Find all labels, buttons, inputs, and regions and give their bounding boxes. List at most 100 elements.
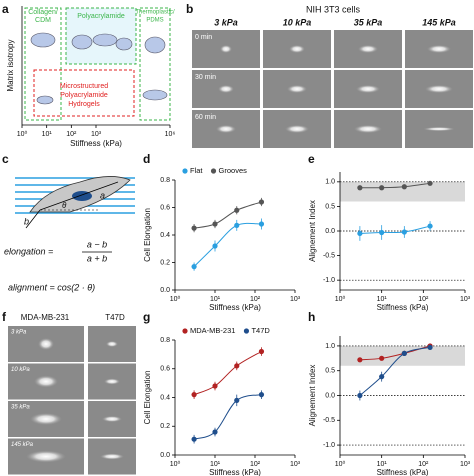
- region-collagen: [24, 7, 62, 121]
- point: [234, 397, 240, 403]
- cell: [354, 125, 382, 133]
- point: [357, 230, 363, 237]
- y-tick-label: 1.0: [325, 179, 335, 186]
- point: [212, 221, 218, 227]
- row-label: 3 kPa: [11, 330, 27, 336]
- y-tick-label: 0.2: [160, 259, 170, 266]
- equation-den: a + b: [87, 253, 107, 263]
- x-tick-label: 10²: [418, 461, 429, 468]
- y-tick-label: 0.5: [325, 203, 335, 210]
- x-tick-label: 10³: [460, 461, 471, 468]
- point: [191, 264, 197, 270]
- region-microstructured: [33, 69, 135, 117]
- region-label: Polyacrylamide: [77, 13, 125, 20]
- row-label: 145 kPa: [11, 442, 34, 448]
- y-tick-label: 0.2: [160, 423, 170, 430]
- legend-label: MDA-MB-231: [190, 326, 235, 335]
- panel-label: a: [2, 2, 9, 16]
- x-tick-label: 10²: [250, 296, 261, 303]
- point: [258, 392, 265, 398]
- panel-label: h: [308, 310, 315, 324]
- point: [401, 184, 407, 190]
- series-line: [193, 351, 262, 396]
- cell: [216, 125, 236, 133]
- x-axis-label: Stiffness (kPa): [209, 468, 261, 476]
- cell: [220, 45, 232, 53]
- x-axis-label: Stiffness (kPa): [377, 468, 429, 476]
- point: [427, 344, 433, 351]
- legend-marker: [243, 328, 250, 334]
- point: [427, 180, 433, 186]
- point: [212, 243, 218, 249]
- cell: [285, 125, 309, 133]
- point: [401, 229, 407, 235]
- point: [258, 348, 265, 355]
- legend-label: Flat: [190, 166, 203, 175]
- panel-label: f: [2, 310, 7, 324]
- cell: [104, 378, 120, 385]
- y-axis-label: Alignement Index: [308, 200, 317, 262]
- point: [379, 185, 385, 191]
- point: [191, 436, 197, 442]
- point: [234, 222, 240, 228]
- x-axis-label: Stiffness (kPa): [377, 303, 429, 312]
- y-tick-label: -1.0: [323, 277, 335, 284]
- y-tick-label: 0.0: [160, 287, 170, 294]
- column-header: 3 kPa: [214, 17, 238, 27]
- y-tick-label: 0.8: [160, 337, 170, 344]
- cell: [425, 85, 453, 93]
- panel-title: NIH 3T3 cells: [306, 4, 361, 14]
- point: [191, 392, 197, 398]
- angle: θ: [62, 201, 67, 210]
- x-tick-label: 10³: [460, 296, 471, 303]
- y-tick-label: 0.4: [160, 232, 170, 239]
- cell: [100, 453, 124, 460]
- y-tick-label: -1.0: [323, 442, 335, 449]
- x-tick-label: 10¹: [42, 131, 53, 138]
- shaded-range: [340, 345, 465, 366]
- row-label: 0 min: [195, 34, 212, 41]
- panel-label: d: [143, 152, 150, 166]
- panel-label: c: [2, 152, 9, 166]
- point: [234, 207, 240, 213]
- y-axis-label: Cell Elongation: [143, 371, 152, 425]
- y-tick-label: 0.0: [325, 228, 335, 235]
- column-header: T47D: [105, 313, 125, 322]
- point: [427, 223, 433, 229]
- cell: [427, 45, 451, 53]
- panel-label: g: [143, 310, 150, 324]
- series-line: [193, 394, 262, 440]
- x-axis-label: Stiffness (kPa): [209, 303, 261, 312]
- x-tick-label: 10⁶: [165, 131, 176, 138]
- legend-label: Grooves: [219, 166, 248, 175]
- point: [379, 374, 385, 380]
- cell-icons: [30, 32, 168, 105]
- point: [191, 225, 197, 231]
- cell: [34, 375, 58, 388]
- point: [379, 355, 385, 361]
- cell: [358, 45, 378, 53]
- x-axis-label: Stiffness (kPa): [70, 139, 122, 148]
- y-tick-label: 0.4: [160, 394, 170, 401]
- point: [357, 185, 363, 191]
- y-tick-label: 0.0: [325, 392, 335, 399]
- cell: [38, 338, 54, 350]
- cell: [289, 45, 305, 53]
- x-tick-label: 10¹: [210, 461, 221, 468]
- point: [212, 383, 218, 389]
- region-pdms: [139, 7, 171, 121]
- row-label: 35 kPa: [11, 405, 30, 411]
- point: [234, 363, 240, 369]
- x-tick-label: 10²: [418, 296, 429, 303]
- equation-alignment: alignment = cos(2 · θ): [8, 282, 95, 292]
- cell: [218, 85, 234, 93]
- x-tick-label: 10²: [250, 461, 261, 468]
- y-tick-label: 0.6: [160, 204, 170, 211]
- y-tick-label: 1.0: [325, 343, 335, 350]
- cell: [26, 450, 66, 463]
- x-tick-label: 10³: [290, 296, 301, 303]
- x-tick-label: 10¹: [377, 296, 388, 303]
- row-label: 30 min: [195, 74, 216, 81]
- point: [212, 429, 218, 435]
